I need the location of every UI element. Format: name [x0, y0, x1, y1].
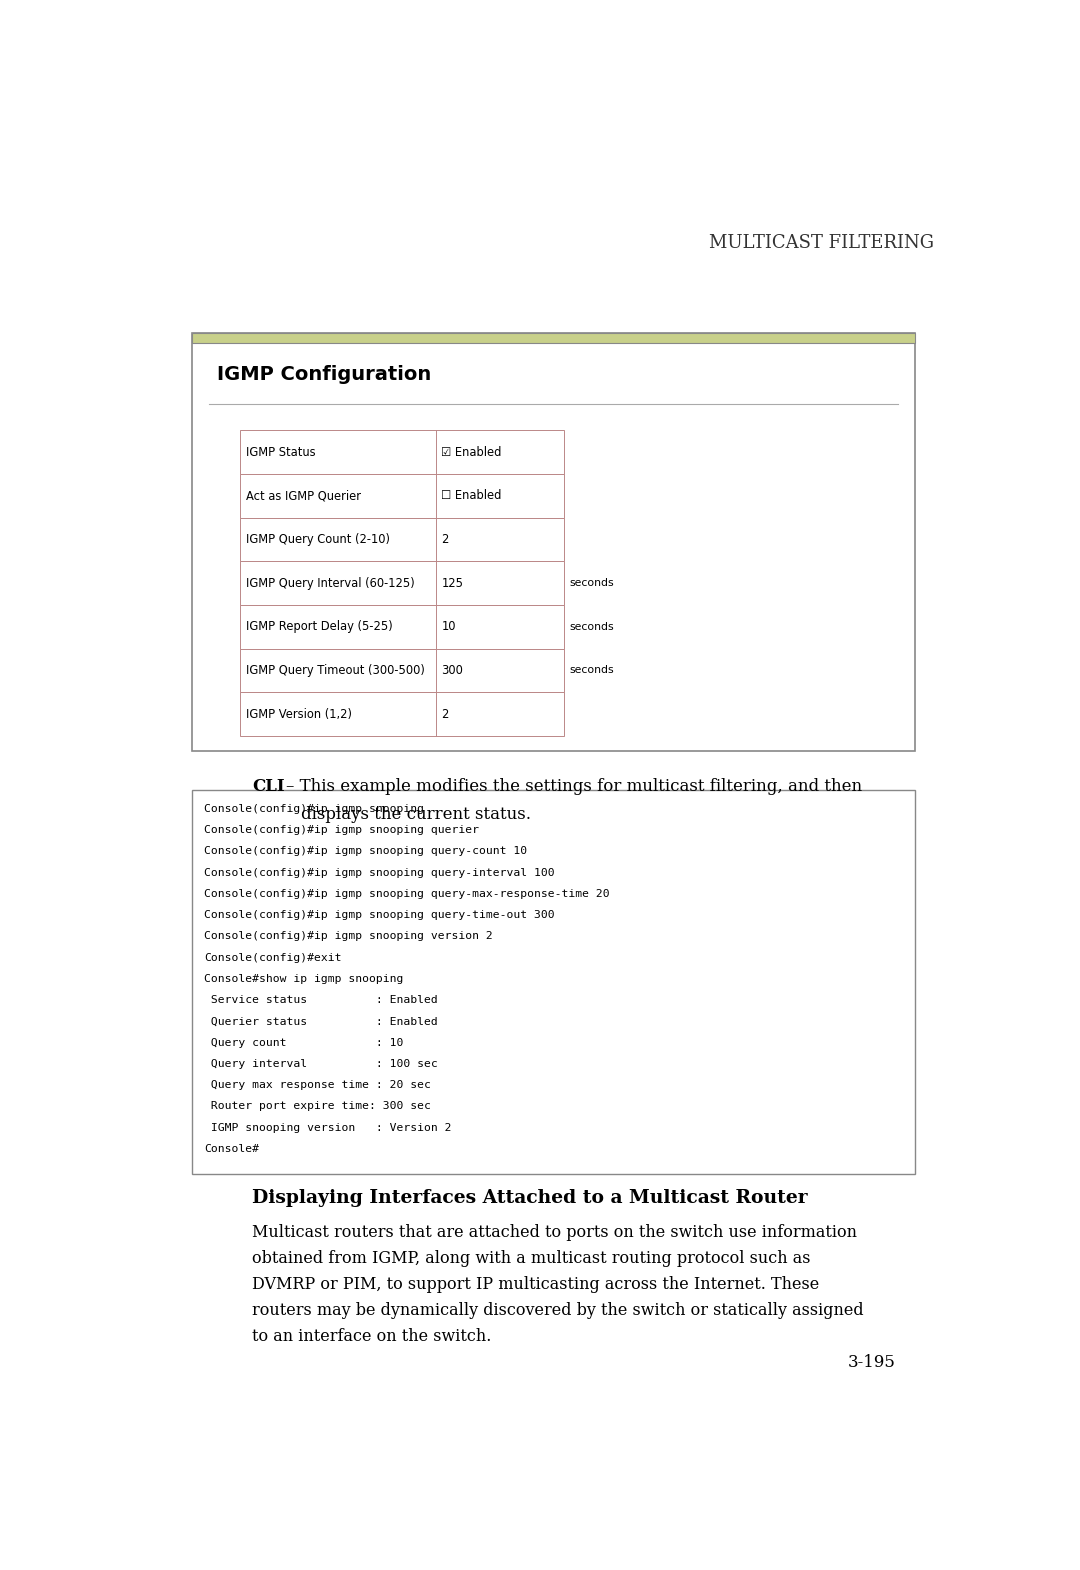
Text: seconds: seconds: [569, 622, 615, 631]
Text: – This example modifies the settings for multicast filtering, and then: – This example modifies the settings for…: [285, 779, 862, 796]
Text: 300: 300: [442, 664, 463, 677]
Text: Console(config)#ip igmp snooping querier: Console(config)#ip igmp snooping querier: [204, 824, 480, 835]
Text: Console(config)#exit: Console(config)#exit: [204, 953, 342, 962]
Text: IGMP Query Interval (60-125): IGMP Query Interval (60-125): [246, 576, 415, 590]
Text: Query interval          : 100 sec: Query interval : 100 sec: [204, 1058, 438, 1069]
Text: Query count             : 10: Query count : 10: [204, 1038, 404, 1047]
Text: IGMP Version (1,2): IGMP Version (1,2): [246, 708, 352, 721]
Bar: [192, 790, 915, 1174]
Bar: [241, 474, 565, 518]
Text: CLI: CLI: [253, 779, 285, 796]
Bar: [241, 560, 565, 604]
Text: ☐ Enabled: ☐ Enabled: [442, 490, 502, 502]
Bar: [192, 333, 915, 750]
Text: IGMP Status: IGMP Status: [246, 446, 316, 458]
Bar: [241, 518, 565, 560]
Text: 2: 2: [442, 532, 449, 546]
Text: Console(config)#ip igmp snooping query-count 10: Console(config)#ip igmp snooping query-c…: [204, 846, 528, 856]
Text: Multicast routers that are attached to ports on the switch use information: Multicast routers that are attached to p…: [253, 1225, 858, 1242]
Text: routers may be dynamically discovered by the switch or statically assigned: routers may be dynamically discovered by…: [253, 1303, 864, 1319]
Text: Service status          : Enabled: Service status : Enabled: [204, 995, 438, 1005]
Text: seconds: seconds: [569, 578, 615, 589]
Text: IGMP Query Timeout (300-500): IGMP Query Timeout (300-500): [246, 664, 426, 677]
Text: Displaying Interfaces Attached to a Multicast Router: Displaying Interfaces Attached to a Mult…: [253, 1190, 808, 1207]
Text: obtained from IGMP, along with a multicast routing protocol such as: obtained from IGMP, along with a multica…: [253, 1250, 811, 1267]
Text: displays the current status.: displays the current status.: [300, 805, 530, 823]
Text: Console#show ip igmp snooping: Console#show ip igmp snooping: [204, 973, 404, 984]
Text: IGMP snooping version   : Version 2: IGMP snooping version : Version 2: [204, 1123, 451, 1132]
Text: to an interface on the switch.: to an interface on the switch.: [253, 1328, 491, 1345]
Text: Act as IGMP Querier: Act as IGMP Querier: [246, 490, 362, 502]
Text: Querier status          : Enabled: Querier status : Enabled: [204, 1016, 438, 1027]
Text: IGMP Configuration: IGMP Configuration: [217, 364, 431, 385]
Text: MULTICAST FILTERING: MULTICAST FILTERING: [708, 234, 934, 253]
Text: Console(config)#ip igmp snooping query-interval 100: Console(config)#ip igmp snooping query-i…: [204, 868, 555, 878]
Text: 125: 125: [442, 576, 463, 590]
Text: IGMP Query Count (2-10): IGMP Query Count (2-10): [246, 532, 390, 546]
Text: 2: 2: [442, 708, 449, 721]
Text: Console(config)#ip igmp snooping: Console(config)#ip igmp snooping: [204, 804, 424, 813]
Text: IGMP Report Delay (5-25): IGMP Report Delay (5-25): [246, 620, 393, 633]
Text: Router port expire time: 300 sec: Router port expire time: 300 sec: [204, 1102, 431, 1112]
Bar: [241, 430, 565, 474]
Text: Console(config)#ip igmp snooping query-time-out 300: Console(config)#ip igmp snooping query-t…: [204, 911, 555, 920]
Text: seconds: seconds: [569, 666, 615, 675]
Text: 3-195: 3-195: [848, 1353, 895, 1371]
Text: DVMRP or PIM, to support IP multicasting across the Internet. These: DVMRP or PIM, to support IP multicasting…: [253, 1276, 820, 1294]
Text: ☑ Enabled: ☑ Enabled: [442, 446, 502, 458]
Bar: [192, 333, 915, 344]
Bar: [241, 648, 565, 692]
Text: Console(config)#ip igmp snooping query-max-response-time 20: Console(config)#ip igmp snooping query-m…: [204, 889, 610, 898]
Bar: [241, 604, 565, 648]
Text: Query max response time : 20 sec: Query max response time : 20 sec: [204, 1080, 431, 1090]
Bar: [241, 692, 565, 736]
Text: Console#: Console#: [204, 1145, 259, 1154]
Text: Console(config)#ip igmp snooping version 2: Console(config)#ip igmp snooping version…: [204, 931, 494, 942]
Text: 10: 10: [442, 620, 456, 633]
